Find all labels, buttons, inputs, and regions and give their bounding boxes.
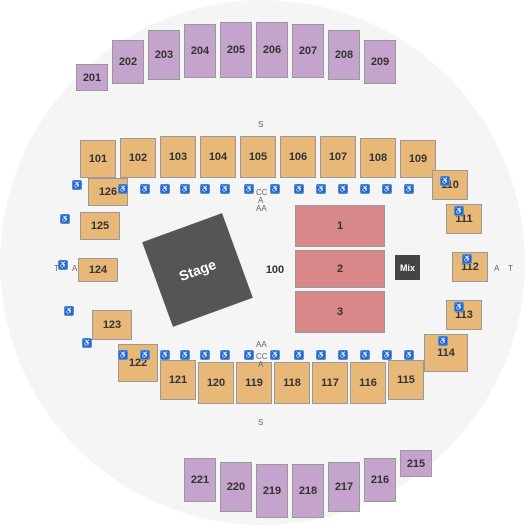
section-116[interactable]: 116 xyxy=(350,362,386,404)
accessible-icon: ♿ xyxy=(220,350,230,360)
section-219[interactable]: 219 xyxy=(256,464,288,518)
floor-section-3[interactable]: 3 xyxy=(295,291,385,333)
section-120[interactable]: 120 xyxy=(198,362,234,404)
row-label: AA xyxy=(256,204,267,213)
accessible-icon: ♿ xyxy=(360,184,370,194)
section-218[interactable]: 218 xyxy=(292,464,324,518)
section-204[interactable]: 204 xyxy=(184,24,216,78)
accessible-icon: ♿ xyxy=(118,350,128,360)
section-216[interactable]: 216 xyxy=(364,458,396,502)
accessible-icon: ♿ xyxy=(404,184,414,194)
row-label: A xyxy=(494,264,499,273)
section-109[interactable]: 109 xyxy=(400,140,436,178)
accessible-icon: ♿ xyxy=(438,336,448,346)
accessible-icon: ♿ xyxy=(316,350,326,360)
section-207[interactable]: 207 xyxy=(292,24,324,78)
section-217[interactable]: 217 xyxy=(328,462,360,512)
section-208[interactable]: 208 xyxy=(328,30,360,80)
accessible-icon: ♿ xyxy=(404,350,414,360)
section-106[interactable]: 106 xyxy=(280,136,316,178)
accessible-icon: ♿ xyxy=(270,184,280,194)
section-117[interactable]: 117 xyxy=(312,362,348,404)
section-209[interactable]: 209 xyxy=(364,40,396,84)
section-113[interactable]: 113 xyxy=(446,300,482,330)
accessible-icon: ♿ xyxy=(200,350,210,360)
section-121[interactable]: 121 xyxy=(160,360,196,400)
accessible-icon: ♿ xyxy=(72,180,82,190)
accessible-icon: ♿ xyxy=(244,184,254,194)
accessible-icon: ♿ xyxy=(140,350,150,360)
accessible-icon: ♿ xyxy=(454,206,464,216)
accessible-icon: ♿ xyxy=(382,350,392,360)
section-203[interactable]: 203 xyxy=(148,30,180,80)
floor-section-1[interactable]: 1 xyxy=(295,205,385,247)
accessible-icon: ♿ xyxy=(160,350,170,360)
section-119[interactable]: 119 xyxy=(236,362,272,404)
section-205[interactable]: 205 xyxy=(220,22,252,78)
accessible-icon: ♿ xyxy=(316,184,326,194)
stage[interactable]: Stage xyxy=(142,213,253,327)
accessible-icon: ♿ xyxy=(338,184,348,194)
accessible-icon: ♿ xyxy=(338,350,348,360)
row-label: AA xyxy=(256,340,267,349)
section-105[interactable]: 105 xyxy=(240,136,276,178)
accessible-icon: ♿ xyxy=(462,254,472,264)
accessible-icon: ♿ xyxy=(140,184,150,194)
row-label: A xyxy=(72,264,77,273)
accessible-icon: ♿ xyxy=(382,184,392,194)
accessible-icon: ♿ xyxy=(58,260,68,270)
accessible-icon: ♿ xyxy=(440,176,450,186)
section-102[interactable]: 102 xyxy=(120,138,156,178)
section-220[interactable]: 220 xyxy=(220,462,252,512)
row-label: S xyxy=(258,418,263,427)
section-111[interactable]: 111 xyxy=(446,204,482,234)
section-123[interactable]: 123 xyxy=(92,310,132,340)
accessible-icon: ♿ xyxy=(180,350,190,360)
seating-chart: 2012022032042052062072082092152162172182… xyxy=(0,0,525,525)
section-206[interactable]: 206 xyxy=(256,22,288,78)
accessible-icon: ♿ xyxy=(200,184,210,194)
section-115[interactable]: 115 xyxy=(388,360,424,400)
accessible-icon: ♿ xyxy=(180,184,190,194)
row-label: T xyxy=(508,264,513,273)
row-label: CC xyxy=(256,188,268,197)
section-107[interactable]: 107 xyxy=(320,136,356,178)
accessible-icon: ♿ xyxy=(160,184,170,194)
section-125[interactable]: 125 xyxy=(80,212,120,240)
accessible-icon: ♿ xyxy=(82,338,92,348)
section-201[interactable]: 201 xyxy=(76,64,108,91)
section-215[interactable]: 215 xyxy=(400,450,432,477)
section-124[interactable]: 124 xyxy=(78,258,118,282)
accessible-icon: ♿ xyxy=(244,350,254,360)
row-label: S xyxy=(258,120,263,129)
floor-section-2[interactable]: 2 xyxy=(295,250,385,288)
accessible-icon: ♿ xyxy=(60,214,70,224)
accessible-icon: ♿ xyxy=(220,184,230,194)
accessible-icon: ♿ xyxy=(294,184,304,194)
accessible-icon: ♿ xyxy=(64,306,74,316)
section-110[interactable]: 110 xyxy=(432,170,468,200)
section-103[interactable]: 103 xyxy=(160,136,196,178)
accessible-icon: ♿ xyxy=(270,350,280,360)
accessible-icon: ♿ xyxy=(454,302,464,312)
accessible-icon: ♿ xyxy=(360,350,370,360)
section-221[interactable]: 221 xyxy=(184,458,216,502)
accessible-icon: ♿ xyxy=(118,184,128,194)
mix-booth: Mix xyxy=(395,255,420,280)
section-104[interactable]: 104 xyxy=(200,136,236,178)
section-108[interactable]: 108 xyxy=(360,138,396,178)
section-118[interactable]: 118 xyxy=(274,362,310,404)
section-101[interactable]: 101 xyxy=(80,140,116,178)
section-202[interactable]: 202 xyxy=(112,40,144,84)
accessible-icon: ♿ xyxy=(294,350,304,360)
row-label: A xyxy=(258,360,263,369)
floor-label-100: 100 xyxy=(260,260,290,280)
